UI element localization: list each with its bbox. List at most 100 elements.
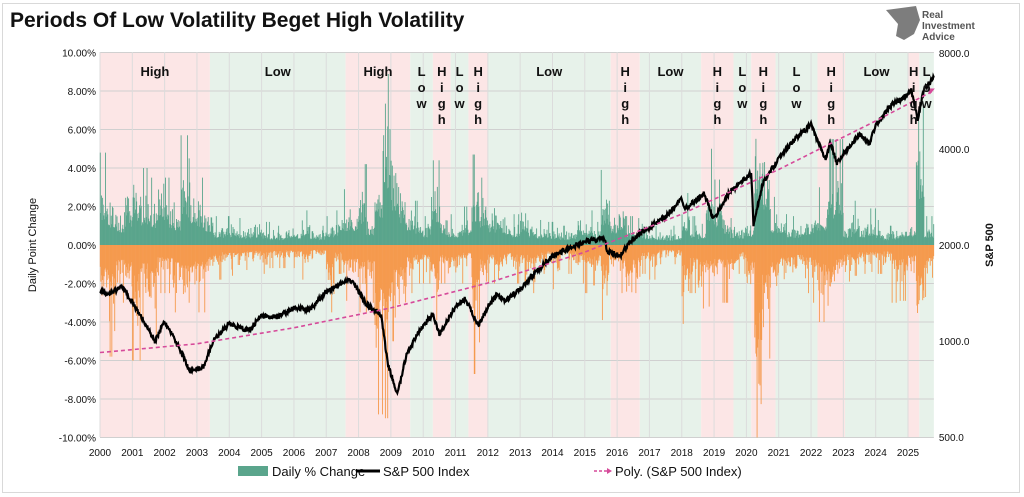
eagle-logo-icon [886, 6, 920, 40]
region-label-letter: h [759, 112, 767, 127]
logo-line-1: Real [922, 10, 943, 21]
x-tick-label: 2024 [865, 448, 888, 459]
x-tick-label: 2017 [638, 448, 661, 459]
region-label-letter: i [912, 80, 916, 95]
region-label-letter: H [759, 64, 768, 79]
region-label-letter: o [456, 80, 464, 95]
x-tick-label: 2000 [89, 448, 112, 459]
legend-label-trend: Poly. (S&P 500 Index) [615, 464, 742, 479]
index-lines [99, 72, 935, 397]
y2-axis-label: S&P 500 [984, 223, 996, 267]
y2-tick-label: 500.0 [939, 433, 964, 444]
region-label-letter: H [621, 64, 630, 79]
region-label-letter: L [923, 64, 931, 79]
legend-label-index: S&P 500 Index [383, 464, 470, 479]
region-label-letter: h [713, 112, 721, 127]
chart-title: Periods Of Low Volatility Beget High Vol… [10, 9, 465, 32]
y-tick-label: 8.00% [68, 87, 96, 98]
region-label: Low [265, 64, 292, 79]
axes: 10.00% 8.00% 6.00% 4.00% 2.00% 0.00% -2.00% -4.… [59, 49, 970, 460]
y-tick-label: 10.00% [62, 49, 96, 60]
region-label: Low [863, 64, 890, 79]
region-label-letter: w [736, 96, 748, 111]
region-label-letter: H [827, 64, 836, 79]
region-label-letter: L [456, 64, 464, 79]
region-label-letter: h [474, 112, 482, 127]
region-label-letter: o [738, 80, 746, 95]
legend-swatch-daily-change [238, 466, 268, 476]
region-label-letter: i [829, 80, 833, 95]
y-tick-label: -4.00% [64, 318, 96, 329]
region-label-letter: o [793, 80, 801, 95]
region-label-letter: H [473, 64, 482, 79]
region-label-letter: g [759, 96, 767, 111]
y2-tick-label: 1000.0 [939, 337, 970, 348]
region-label-letter: o [418, 80, 426, 95]
region-label-letter: i [623, 80, 627, 95]
region-label: Low [657, 64, 684, 79]
region-label-letter: o [923, 80, 931, 95]
region-label-letter: L [738, 64, 746, 79]
x-tick-label: 2013 [509, 448, 532, 459]
y2-tick-label: 4000.0 [939, 145, 970, 156]
chart-frame [2, 3, 1020, 493]
x-tick-label: 2008 [347, 448, 370, 459]
region-label: High [140, 64, 169, 79]
y-tick-label: -8.00% [64, 395, 96, 406]
x-tick-label: 2005 [250, 448, 273, 459]
region-label-letter: h [910, 112, 918, 127]
legend-label-daily-change: Daily % Change [272, 464, 365, 479]
x-tick-label: 2003 [186, 448, 209, 459]
region-label-letter: w [453, 96, 465, 111]
region-label: High [364, 64, 393, 79]
region-label-letter: H [713, 64, 722, 79]
region-label-letter: g [910, 96, 918, 111]
x-tick-label: 2014 [541, 448, 564, 459]
region-label-letter: h [438, 112, 446, 127]
x-tick-label: 2022 [800, 448, 823, 459]
region-label-letter: w [921, 96, 933, 111]
region-label-letter: h [621, 112, 629, 127]
region-label-letter: i [440, 80, 444, 95]
legend: Daily % Change S&P 500 Index Poly. (S&P … [238, 464, 742, 479]
trend-arrow-icon [927, 88, 935, 95]
x-tick-label: 2021 [768, 448, 791, 459]
legend-arrow-icon [607, 468, 612, 474]
y-tick-label: 2.00% [68, 203, 96, 214]
x-tick-label: 2001 [121, 448, 144, 459]
logo: Real Investment Advice [886, 6, 975, 43]
region-label: Low [536, 64, 563, 79]
daily-change-bars [99, 73, 935, 438]
region-label-letter: g [827, 96, 835, 111]
x-tick-label: 2020 [735, 448, 758, 459]
x-tick-label: 2007 [315, 448, 338, 459]
y-tick-label: 4.00% [68, 164, 96, 175]
x-tick-label: 2012 [477, 448, 500, 459]
y-tick-label: -2.00% [64, 280, 96, 291]
region-label-letter: i [715, 80, 719, 95]
region-label-letter: L [793, 64, 801, 79]
x-tick-label: 2018 [671, 448, 694, 459]
y-tick-label: -6.00% [64, 357, 96, 368]
region-label-letter: i [476, 80, 480, 95]
x-tick-label: 2019 [703, 448, 726, 459]
region-label-letter: w [416, 96, 428, 111]
region-label-letter: w [790, 96, 802, 111]
region-label-letter: g [474, 96, 482, 111]
logo-line-3: Advice [922, 32, 955, 43]
y-tick-label: -10.00% [59, 434, 96, 445]
region-label-letter: H [909, 64, 918, 79]
x-tick-label: 2009 [380, 448, 403, 459]
region-label-letter: L [418, 64, 426, 79]
x-tick-label: 2016 [606, 448, 629, 459]
region-label-letter: i [762, 80, 766, 95]
y2-tick-label: 8000.0 [939, 49, 970, 60]
logo-line-2: Investment [922, 21, 975, 32]
region-label-letter: h [827, 112, 835, 127]
sp500-index-line [99, 72, 935, 397]
region-label-letter: H [437, 64, 446, 79]
region-label-letter: g [621, 96, 629, 111]
region-label-letter: g [438, 96, 446, 111]
